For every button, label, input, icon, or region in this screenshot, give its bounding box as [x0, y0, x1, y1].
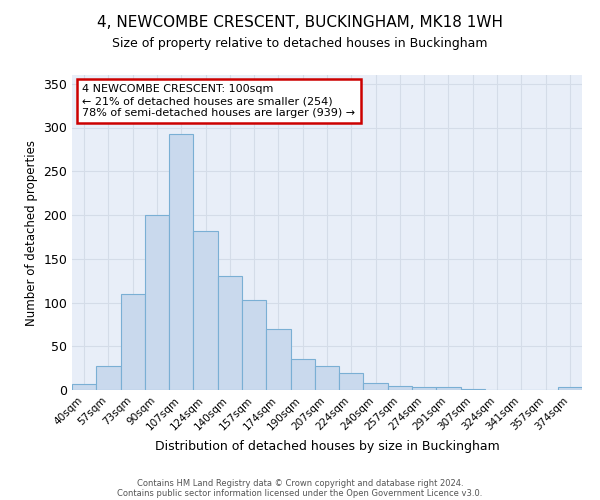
- Text: Size of property relative to detached houses in Buckingham: Size of property relative to detached ho…: [112, 38, 488, 51]
- Bar: [145, 215, 169, 390]
- Bar: [193, 231, 218, 390]
- Bar: [169, 134, 193, 390]
- Y-axis label: Number of detached properties: Number of detached properties: [25, 140, 38, 326]
- Bar: [388, 386, 412, 390]
- Text: 4 NEWCOMBE CRESCENT: 100sqm
← 21% of detached houses are smaller (254)
78% of se: 4 NEWCOMBE CRESCENT: 100sqm ← 21% of det…: [82, 84, 355, 117]
- X-axis label: Distribution of detached houses by size in Buckingham: Distribution of detached houses by size …: [155, 440, 499, 453]
- Bar: [218, 276, 242, 390]
- Text: Contains HM Land Registry data © Crown copyright and database right 2024.: Contains HM Land Registry data © Crown c…: [137, 478, 463, 488]
- Bar: [315, 366, 339, 390]
- Bar: [121, 294, 145, 390]
- Bar: [364, 383, 388, 390]
- Text: 4, NEWCOMBE CRESCENT, BUCKINGHAM, MK18 1WH: 4, NEWCOMBE CRESCENT, BUCKINGHAM, MK18 1…: [97, 15, 503, 30]
- Bar: [242, 300, 266, 390]
- Bar: [290, 360, 315, 390]
- Bar: [339, 372, 364, 390]
- Text: Contains public sector information licensed under the Open Government Licence v3: Contains public sector information licen…: [118, 488, 482, 498]
- Bar: [436, 388, 461, 390]
- Bar: [96, 366, 121, 390]
- Bar: [558, 388, 582, 390]
- Bar: [412, 388, 436, 390]
- Bar: [266, 329, 290, 390]
- Bar: [461, 389, 485, 390]
- Bar: [72, 384, 96, 390]
